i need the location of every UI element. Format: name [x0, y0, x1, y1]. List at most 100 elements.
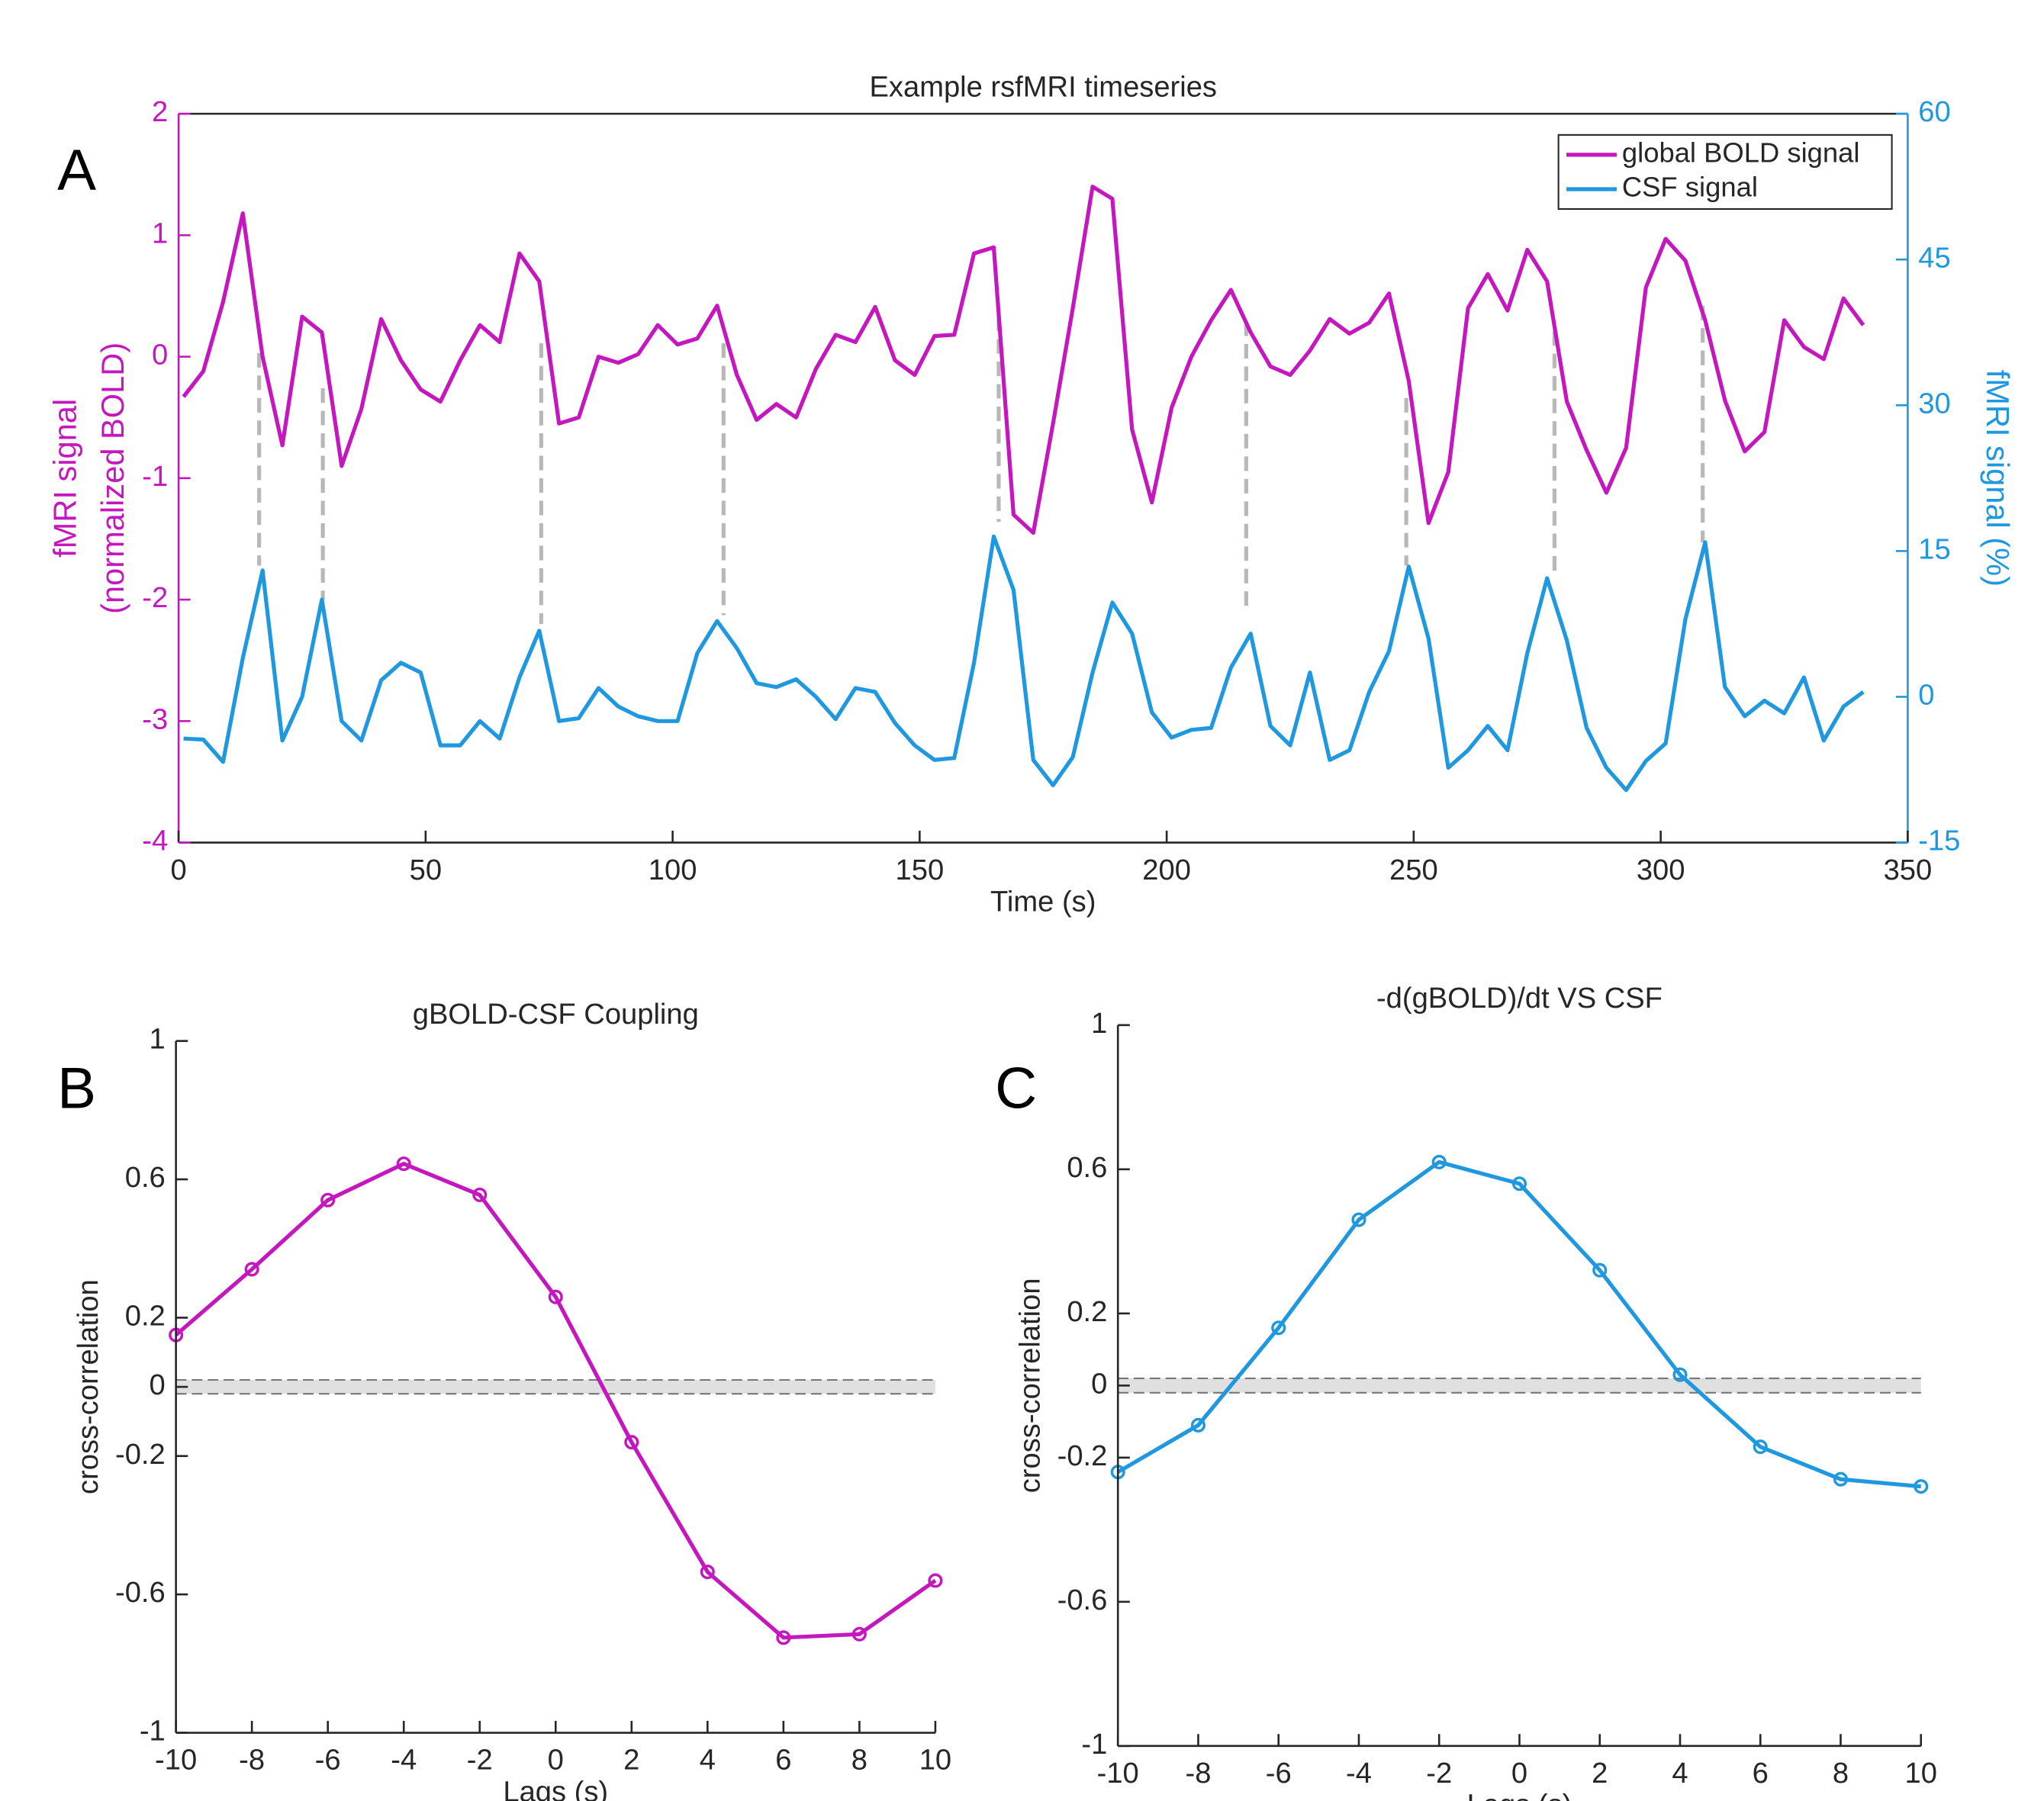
x-tick-label: -6: [315, 1744, 341, 1777]
chart-title: Example rsfMRI timeseries: [870, 70, 1217, 103]
x-tick-label: 0: [170, 854, 186, 886]
y-tick-label: 0: [1091, 1367, 1107, 1400]
y-tick-label: -4: [142, 825, 168, 857]
data-point: [851, 1626, 867, 1642]
x-tick-label: 200: [1142, 854, 1191, 886]
data-point: [1753, 1439, 1768, 1455]
y-tick-label: 0: [150, 1368, 166, 1401]
data-point: [1833, 1471, 1849, 1487]
y-tick-label: -0.2: [115, 1438, 166, 1471]
y-tick-label: -0.2: [1057, 1439, 1108, 1472]
y-tick-label: -3: [142, 703, 168, 735]
x-tick-label: 10: [919, 1744, 951, 1777]
x-tick-label: 10: [1905, 1757, 1937, 1790]
data-point: [1592, 1262, 1608, 1278]
y-tick-label: 0.6: [1067, 1151, 1107, 1184]
data-point: [548, 1289, 563, 1304]
x-tick-label: 6: [775, 1744, 791, 1777]
chart-title: -d(gBOLD)/dt VS CSF: [1376, 982, 1663, 1015]
data-point: [1511, 1176, 1527, 1192]
y-tick-label: -0.6: [115, 1576, 166, 1609]
y-tick-label: -1: [140, 1715, 166, 1748]
data-point: [320, 1192, 336, 1208]
data-point: [1351, 1212, 1366, 1227]
x-tick-label: 300: [1637, 854, 1685, 886]
data-point: [1672, 1367, 1688, 1382]
y-tick-label: -0.6: [1057, 1584, 1108, 1616]
y-tick-label: 1: [152, 217, 168, 249]
x-tick-label: 8: [851, 1744, 867, 1777]
data-point: [1271, 1320, 1286, 1336]
series-line: [1116, 1159, 1921, 1489]
series-line: [174, 1162, 937, 1640]
data-point: [624, 1435, 639, 1450]
y2-tick-label: 0: [1918, 679, 1934, 712]
y-tick-label: -1: [142, 460, 168, 493]
x-tick-label: 50: [410, 854, 442, 886]
x-axis-label: Time (s): [990, 885, 1096, 918]
data-point: [1431, 1154, 1447, 1169]
y-axis-label: fMRI signal: [47, 399, 82, 558]
data-point: [1914, 1479, 1929, 1494]
y2-tick-label: 60: [1918, 95, 1950, 128]
y2-axis-label: fMRI signal (%): [1980, 370, 2016, 587]
data-point: [776, 1630, 791, 1645]
y-tick-label: -1: [1081, 1728, 1107, 1761]
data-point: [1190, 1417, 1206, 1433]
x-tick-label: -10: [1097, 1757, 1139, 1790]
x-tick-label: 100: [649, 854, 697, 886]
y-axis-label: (normalized BOLD): [95, 343, 130, 614]
x-tick-label: 6: [1753, 1757, 1769, 1790]
y-tick-label: 1: [1091, 1007, 1107, 1040]
y-tick-label: 2: [152, 95, 168, 128]
x-tick-label: 2: [623, 1744, 639, 1777]
y-tick-label: 0.6: [125, 1161, 166, 1194]
y-tick-label: -2: [142, 581, 168, 614]
panel-label: A: [57, 138, 96, 203]
legend-box: [1557, 133, 1893, 211]
data-point: [396, 1156, 411, 1172]
x-tick-label: -4: [391, 1744, 417, 1777]
x-tick-label: 350: [1884, 854, 1933, 886]
x-tick-label: 8: [1833, 1757, 1849, 1790]
y-tick-label: 0: [152, 339, 168, 371]
data-point: [928, 1573, 943, 1588]
x-axis-label: Lags (s): [1467, 1789, 1572, 1801]
series-line: [183, 534, 1865, 793]
x-tick-label: 250: [1389, 854, 1438, 886]
y-axis-label: cross-correlation: [1014, 1278, 1047, 1493]
y2-tick-label: -15: [1918, 825, 1960, 857]
series-line: [182, 185, 1865, 535]
x-tick-label: 0: [1511, 1757, 1527, 1790]
x-tick-label: 150: [896, 854, 945, 886]
null-band: [1118, 1378, 1921, 1393]
legend-label: CSF signal: [1622, 172, 1758, 203]
panel-label: C: [995, 1056, 1037, 1121]
y2-tick-label: 45: [1918, 241, 1950, 274]
y-tick-label: 0.2: [1067, 1295, 1107, 1328]
data-point: [472, 1187, 488, 1202]
x-tick-label: 4: [1672, 1757, 1688, 1790]
y-tick-label: 1: [150, 1023, 166, 1056]
data-point: [244, 1262, 259, 1277]
y-tick-label: 0.2: [125, 1299, 166, 1332]
x-tick-label: -10: [155, 1744, 197, 1777]
x-tick-label: -4: [1346, 1757, 1372, 1790]
x-tick-label: -2: [1426, 1757, 1452, 1790]
chart-title: gBOLD-CSF Coupling: [413, 998, 699, 1031]
x-tick-label: -8: [239, 1744, 265, 1777]
x-axis-label: Lags (s): [503, 1775, 608, 1801]
x-tick-label: -6: [1266, 1757, 1292, 1790]
x-tick-label: 2: [1592, 1757, 1608, 1790]
legend-label: global BOLD signal: [1622, 137, 1860, 169]
null-band: [175, 1380, 935, 1394]
panel-label: B: [57, 1056, 96, 1121]
y2-tick-label: 30: [1918, 387, 1950, 420]
x-tick-label: -2: [467, 1744, 493, 1777]
x-tick-label: 4: [700, 1744, 716, 1777]
data-point: [700, 1565, 715, 1580]
y-axis-label: cross-correlation: [72, 1279, 105, 1494]
